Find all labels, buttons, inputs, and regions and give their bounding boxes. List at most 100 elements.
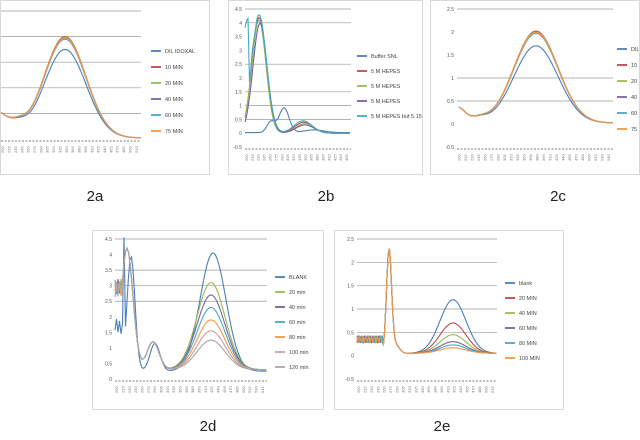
chart-2d-x-tick-label: 380 (190, 386, 195, 393)
chart-2e-x-tick-label: 305 (401, 386, 406, 393)
chart-2b-y-tick-label: 4 (239, 21, 242, 27)
chart-2d-y-tick-label: 3.5 (105, 268, 112, 274)
chart-2c-x-tick-label: 530 (599, 154, 604, 161)
chart-2b-series-line (244, 19, 350, 134)
chart-2d-x-tick-label: 545 (260, 386, 265, 393)
chart-2d-x-tick-label: 335 (171, 386, 176, 393)
chart-2c-x-tick-label: 200 (456, 154, 461, 161)
caption-2d: 2d (199, 418, 217, 435)
chart-2b-legend-label: 5 M HEPES (371, 84, 401, 90)
chart-2c-legend-label: 75 M... (631, 127, 640, 133)
chart-2c-x-tick-label: 440 (560, 154, 565, 161)
chart-2b-y-tick-label: 0.5 (235, 117, 242, 123)
caption-2c: 2c (550, 188, 566, 205)
chart-2d-x-tick-label: 425 (209, 386, 214, 393)
chart-2a-x-tick-label: 485 (121, 146, 126, 153)
chart-2c-x-tick-label: 425 (554, 154, 559, 161)
chart-2b-x-tick-label: 320 (291, 154, 296, 161)
chart-2e-x-tick-label: 260 (382, 386, 387, 393)
chart-2a-x-tick-label: 260 (26, 146, 31, 153)
chart-2d-y-tick-label: 3 (109, 284, 112, 290)
chart-2c-x-tick-label: 365 (528, 154, 533, 161)
chart-2e-x-tick-label: 365 (426, 386, 431, 393)
chart-2d-legend-label: 60 min (289, 320, 306, 326)
chart-2d: 0 0.5 1 1.5 2 2.5 3 3.5 4 4.5 200 215 230 245 260 275 29… (105, 237, 309, 393)
chart-2a-x-tick-label: 200 (1, 146, 5, 153)
chart-2d-series-line (114, 246, 267, 371)
chart-2e-legend-label: 20 MIN (519, 296, 537, 302)
chart-2b-series-line (244, 14, 350, 134)
chart-2d-x-tick-label: 395 (197, 386, 202, 393)
chart-2c-x-tick-label: 410 (547, 154, 552, 161)
chart-2b-x-tick-label: 305 (285, 154, 290, 161)
chart-2c-x-tick-label: 455 (567, 154, 572, 161)
chart-2c-y-tick-label: 1 (451, 76, 454, 82)
chart-2a-legend-label: DIL IDOXAL (165, 49, 195, 55)
chart-2c-x-tick-label: 350 (521, 154, 526, 161)
chart-2e-y-tick-label: 2 (351, 260, 354, 266)
chart-2c-y-tick-label: 2.5 (447, 7, 454, 13)
chart-2d-legend-label: 120 min (289, 365, 309, 371)
chart-2c-legend-label: 60 M... (631, 111, 640, 117)
chart-2b-x-tick-label: 245 (262, 154, 267, 161)
chart-2a-legend-label: 40 MIN (165, 97, 183, 103)
chart-2b-y-tick-label: 2.5 (235, 62, 242, 68)
chart-2d-legend-label: 20 min (289, 290, 306, 296)
chart-2d-x-tick-label: 530 (254, 386, 259, 393)
chart-2a-legend-label: 60 MIN (165, 113, 183, 119)
chart-2a-series-line (1, 37, 141, 139)
chart-2b-y-tick-label: -0.5 (233, 145, 242, 151)
chart-2e-x-tick-label: 245 (375, 386, 380, 393)
chart-2e-legend-label: 100 MIN (519, 356, 540, 362)
chart-2a-x-tick-label: 290 (38, 146, 43, 153)
chart-2d-legend-label: 100 min (289, 350, 309, 356)
chart-2d-y-tick-label: 1.5 (105, 330, 112, 336)
chart-2e-x-tick-label: 515 (490, 386, 495, 393)
chart-2d-x-tick-label: 260 (140, 386, 145, 393)
chart-2a-legend-label: 75 MIN (165, 129, 183, 135)
chart-2e-x-tick-label: 230 (369, 386, 374, 393)
chart-2d-x-tick-label: 320 (165, 386, 170, 393)
chart-2e-y-tick-label: 1 (351, 307, 354, 313)
chart-2c-x-tick-label: 485 (580, 154, 585, 161)
chart-2b-series-line (244, 16, 350, 134)
chart-2e-x-tick-label: 485 (477, 386, 482, 393)
chart-2c-x-tick-label: 230 (469, 154, 474, 161)
chart-2a-panel: 200 215 230 245 260 275 290 305 320 335 350 365 380 3… (0, 0, 210, 175)
chart-2e-x-tick-label: 410 (445, 386, 450, 393)
chart-2e-x-tick-label: 380 (433, 386, 438, 393)
chart-2a-legend-label: 10 MIN (165, 65, 183, 71)
chart-2b-x-tick-label: 290 (279, 154, 284, 161)
chart-2d-x-tick-label: 305 (159, 386, 164, 393)
chart-2d-x-tick-label: 245 (133, 386, 138, 393)
chart-2e-x-tick-label: 200 (356, 386, 361, 393)
chart-2e-panel: -0.5 0 0.5 1 1.5 2 2.5 200 215 230 245 260 275 290 305… (334, 230, 564, 410)
chart-2e-x-tick-label: 215 (363, 386, 368, 393)
chart-2d-x-tick-label: 455 (222, 386, 227, 393)
chart-2e-x-tick-label: 395 (439, 386, 444, 393)
chart-2e: -0.5 0 0.5 1 1.5 2 2.5 200 215 230 245 260 275 290 305… (345, 237, 540, 393)
chart-2e-x-tick-label: 320 (407, 386, 412, 393)
chart-2a-x-tick-label: 380 (77, 146, 82, 153)
chart-2b-x-tick-label: 365 (309, 154, 314, 161)
chart-2d-x-tick-label: 215 (121, 386, 126, 393)
chart-2a-x-tick-label: 395 (83, 146, 88, 153)
chart-2e-legend-label: 60 MIN (519, 326, 537, 332)
chart-2c-y-tick-label: 0.5 (447, 99, 454, 105)
chart-2d-x-tick-label: 200 (114, 386, 119, 393)
chart-2e-legend-label: blank (519, 281, 532, 287)
chart-2d-y-tick-label: 0.5 (105, 361, 112, 367)
chart-2b-y-tick-label: 3 (239, 48, 242, 54)
chart-2c: -0.5 0 0.5 1 1.5 2 2.5 200 215 230 245 260 275 290 305… (445, 7, 640, 161)
chart-2a-x-tick-label: 230 (13, 146, 18, 153)
chart-2c-x-tick-label: 515 (593, 154, 598, 161)
chart-2c-x-tick-label: 305 (502, 154, 507, 161)
chart-2a: 200 215 230 245 260 275 290 305 320 335 350 365 380 3… (1, 10, 195, 153)
chart-2a-x-tick-label: 455 (108, 146, 113, 153)
chart-2a-x-tick-label: 515 (134, 146, 139, 153)
chart-2a-series-line (1, 48, 141, 139)
chart-2b-y-tick-label: 2 (239, 76, 242, 82)
chart-2d-panel: 0 0.5 1 1.5 2 2.5 3 3.5 4 4.5 200 215 230 245 260 275 29… (92, 230, 324, 410)
chart-2c-series-line (458, 32, 614, 124)
chart-2c-x-tick-label: 320 (508, 154, 513, 161)
